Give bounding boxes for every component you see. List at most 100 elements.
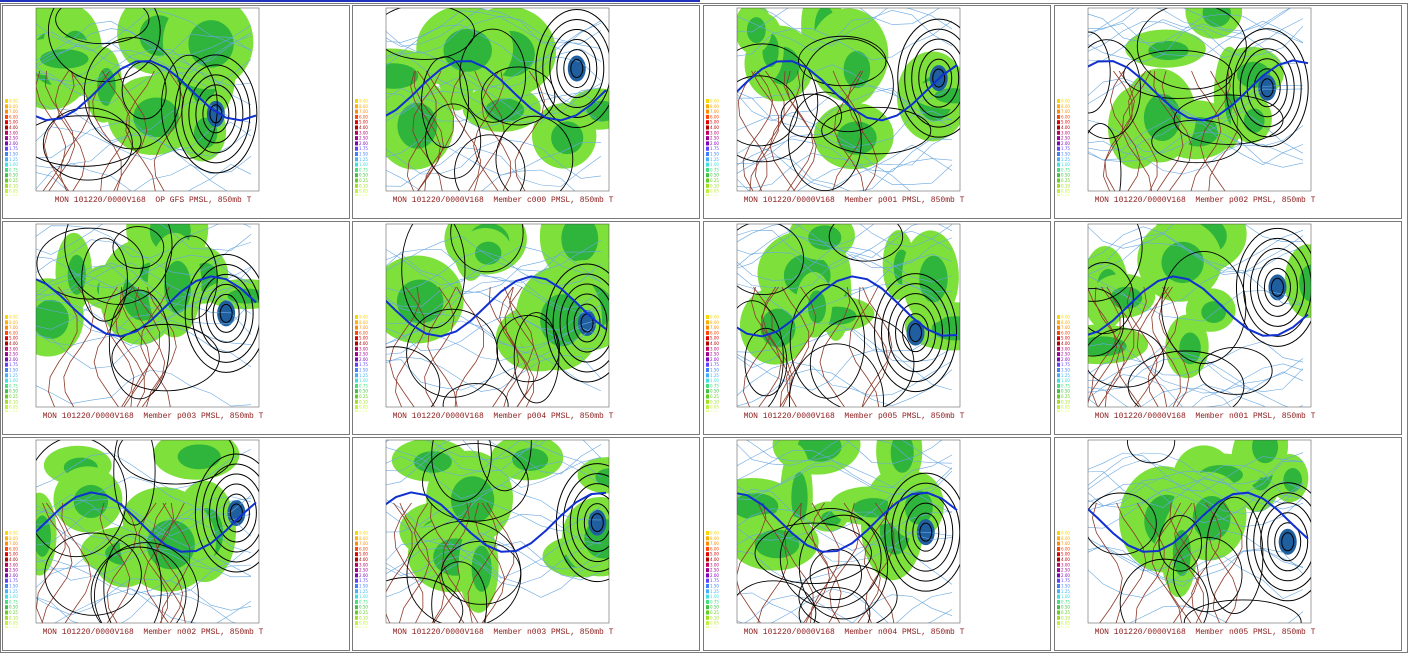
pressure-contour xyxy=(905,502,947,562)
colorbar-label: 1.75 xyxy=(710,146,719,151)
map-image: 9.008.007.006.005.004.003.002.502.001.75… xyxy=(5,223,260,412)
colorbar-swatch xyxy=(1057,336,1060,341)
colorbar-swatch xyxy=(5,178,8,183)
colorbar-label: 9.00 xyxy=(9,315,18,320)
temp-contour xyxy=(742,70,774,191)
state-border xyxy=(737,247,953,283)
pressure-contour xyxy=(737,224,805,296)
pressure-contour xyxy=(737,43,819,163)
state-border xyxy=(36,534,252,571)
colorbar-label: 5.00 xyxy=(1061,552,1070,557)
panel-caption: MON 101220/0000V168 Member p001 PMSL, 85… xyxy=(743,196,965,205)
temp-contour xyxy=(1136,286,1168,407)
colorbar-swatch xyxy=(1057,189,1060,194)
colorbar-label: 8.00 xyxy=(9,104,18,109)
colorbar-swatch xyxy=(706,162,709,167)
pressure-contour xyxy=(1260,78,1274,98)
state-border xyxy=(1088,384,1289,407)
colorbar-swatch xyxy=(1057,173,1060,178)
precip-core xyxy=(397,102,438,149)
colorbar-swatch xyxy=(5,589,8,594)
colorbar-swatch xyxy=(5,552,8,557)
state-border xyxy=(36,369,252,407)
colorbar-swatch xyxy=(706,146,709,151)
temp-contour xyxy=(829,502,860,623)
colorbar-label: 0.10 xyxy=(359,615,368,620)
colorbar-label: 6.00 xyxy=(710,330,719,335)
pressure-contour xyxy=(208,473,259,553)
colorbar-swatch xyxy=(1057,141,1060,146)
colorbar-swatch xyxy=(706,325,709,330)
colorbar-label: 1.75 xyxy=(359,146,368,151)
pressure-contour xyxy=(191,263,259,363)
map-image: 9.008.007.006.005.004.003.002.502.001.75… xyxy=(1057,7,1312,196)
state-border xyxy=(386,290,602,331)
colorbar-label: 2.50 xyxy=(1061,568,1070,573)
state-border xyxy=(386,456,602,499)
colorbar-swatch xyxy=(706,531,709,535)
colorbar-label: 0.25 xyxy=(1061,178,1070,183)
colorbar-swatch xyxy=(5,405,8,410)
state-border xyxy=(1088,8,1291,33)
pressure-contour xyxy=(798,35,887,87)
pressure-contour xyxy=(798,586,871,623)
colorbar-swatch xyxy=(355,130,358,135)
colorbar-swatch xyxy=(5,320,8,325)
colorbar-swatch xyxy=(5,541,8,546)
state-border xyxy=(746,440,953,470)
state-border xyxy=(737,360,953,397)
temp-contour xyxy=(848,286,880,407)
pressure-contour xyxy=(184,253,259,373)
colorbar-swatch xyxy=(1057,589,1060,594)
precip-core xyxy=(551,121,584,155)
colorbar-label: 1.25 xyxy=(1061,373,1070,378)
colorbar-label: 1.00 xyxy=(9,594,18,599)
pressure-contour xyxy=(401,224,466,329)
map-content xyxy=(1088,440,1311,623)
colorbar-swatch xyxy=(355,141,358,146)
colorbar-label: 1.50 xyxy=(710,368,719,373)
colorbar-label: 5.00 xyxy=(359,120,368,125)
state-border xyxy=(779,224,953,248)
temp-contour xyxy=(116,70,148,191)
colorbar-swatch xyxy=(355,157,358,162)
colorbar-label: 4.00 xyxy=(1061,341,1070,346)
colorbar-label: 0.25 xyxy=(359,610,368,615)
temp-contour xyxy=(430,502,461,623)
colorbar-swatch xyxy=(706,573,709,578)
temp-contour xyxy=(1126,286,1158,407)
colorbar-label: 9.00 xyxy=(1061,99,1070,104)
pressure-contour xyxy=(570,59,584,79)
pressure-contour xyxy=(1239,48,1295,128)
state-border xyxy=(737,224,953,256)
precip-core xyxy=(40,49,89,69)
precip-core xyxy=(836,121,877,155)
colorbar-swatch xyxy=(355,399,358,404)
state-border xyxy=(386,76,602,116)
colorbar-label: 0.10 xyxy=(359,399,368,404)
pressure-contour xyxy=(925,58,953,98)
pressure-contour xyxy=(215,483,257,543)
precip-core xyxy=(1143,93,1181,142)
colorbar-label: 0.75 xyxy=(9,167,18,172)
colorbar-label: 6.00 xyxy=(9,546,18,551)
colorbar-swatch xyxy=(706,578,709,583)
temp-contour xyxy=(427,286,458,407)
colorbar-swatch xyxy=(706,352,709,357)
colorbar-swatch xyxy=(706,130,709,135)
temp-contour xyxy=(424,70,454,191)
pressure-contour xyxy=(1136,8,1247,90)
temp-contour xyxy=(454,286,485,407)
pressure-contour xyxy=(1183,599,1302,623)
precip-core xyxy=(177,444,221,470)
colorbar-swatch xyxy=(355,615,358,620)
temp-contour xyxy=(393,502,424,623)
pressure-contour xyxy=(386,346,441,407)
colorbar-swatch xyxy=(706,120,709,125)
temp-contour xyxy=(858,286,889,407)
colorbar-swatch xyxy=(1057,104,1060,109)
colorbar-swatch xyxy=(706,383,709,388)
colorbar-swatch xyxy=(5,183,8,188)
colorbar-swatch xyxy=(5,599,8,604)
colorbar-label: 1.75 xyxy=(1061,578,1070,583)
